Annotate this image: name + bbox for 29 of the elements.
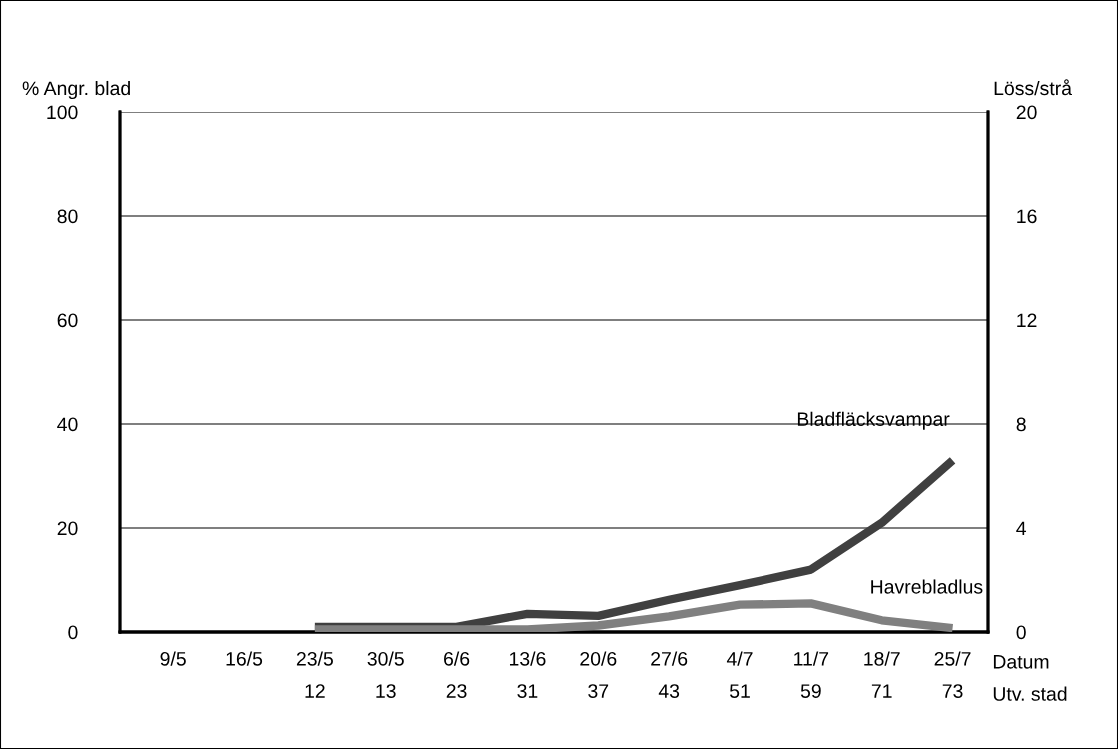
x-tick-label: 6/6 23 [444, 651, 470, 698]
x-tick-label: 20/6 37 [580, 651, 617, 698]
x-tick-label: 13/6 31 [509, 651, 546, 698]
x-tick-label: 27/6 43 [651, 651, 688, 698]
x-tick-label: 25/7 73 [934, 651, 971, 698]
x-tick-label: 4/7 51 [726, 651, 753, 698]
x-tick-label: 11/7 59 [794, 651, 829, 698]
y-tick-label: 40 [57, 417, 78, 432]
x-tick-label: 23/5 12 [296, 651, 333, 698]
y-tick-label: 0 [68, 625, 78, 640]
x-tick-label: 9/5 [160, 651, 186, 666]
y2-tick-label: 20 [1016, 105, 1037, 120]
x-axis-title: Datum Utv. stad [993, 655, 1067, 701]
x-tick-label: 30/5 13 [367, 651, 404, 698]
y2-tick-label: 4 [1016, 521, 1027, 536]
series-label: Bladfläcksvampar [797, 411, 950, 430]
y2-tick-label: 16 [1017, 209, 1037, 224]
x-tick-label: 18/7 71 [864, 651, 900, 698]
y-tick-label: 20 [57, 521, 78, 536]
x-tick-label: 16/5 [226, 651, 263, 666]
y2-tick-label: 8 [1016, 417, 1026, 432]
y-tick-label: 100 [47, 105, 78, 120]
y2-tick-label: 0 [1016, 625, 1026, 640]
y-axis-title: % Angr. blad [22, 80, 130, 100]
y2-tick-label: 12 [1017, 313, 1037, 328]
series-label: Havrebladlus [871, 579, 983, 594]
y-tick-label: 80 [57, 209, 78, 224]
y2-axis-title: Löss/strå [994, 79, 1072, 96]
y-tick-label: 60 [57, 313, 78, 328]
